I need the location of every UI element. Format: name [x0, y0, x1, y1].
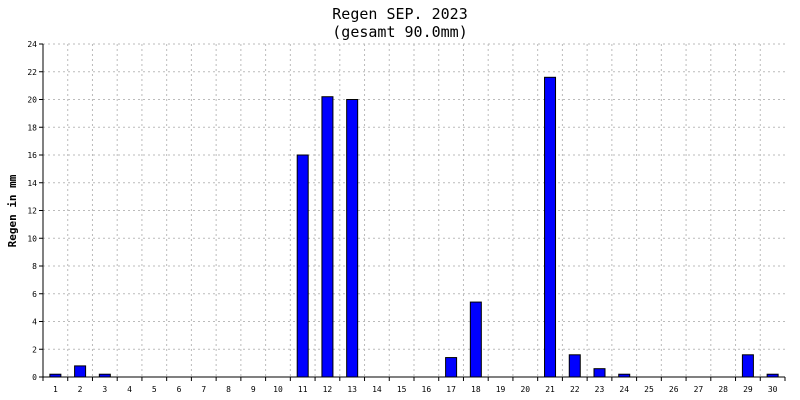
y-tick-label: 14 — [27, 179, 37, 188]
chart-subtitle: (gesamt 90.0mm) — [332, 23, 467, 41]
x-tick-label: 11 — [298, 385, 308, 394]
x-tick-label: 15 — [397, 385, 407, 394]
bar-day-11 — [296, 154, 309, 378]
x-tick-label: 6 — [177, 385, 182, 394]
x-tick-label: 8 — [226, 385, 231, 394]
bar-day-13 — [346, 99, 359, 378]
axes — [39, 43, 786, 381]
y-tick-label: 20 — [27, 96, 37, 105]
y-axis-label: Regen in mm — [6, 174, 19, 247]
bar-day-17 — [445, 357, 458, 378]
y-tick-label: 0 — [32, 373, 37, 382]
y-tick-label: 8 — [32, 262, 37, 271]
x-tick-label: 9 — [251, 385, 256, 394]
x-tick-label: 22 — [570, 385, 580, 394]
x-tick-label: 14 — [372, 385, 382, 394]
y-tick-label: 18 — [27, 123, 37, 132]
x-tick-label: 13 — [347, 385, 357, 394]
x-tick-label: 18 — [471, 385, 481, 394]
bars — [49, 76, 779, 378]
chart-title: Regen SEP. 2023 — [332, 5, 467, 23]
bar-day-22 — [568, 354, 581, 378]
x-tick-label: 20 — [520, 385, 530, 394]
y-tick-label: 16 — [27, 151, 37, 160]
y-tick-label: 22 — [27, 68, 37, 77]
bar-day-29 — [741, 354, 754, 378]
y-tick-label: 24 — [27, 40, 37, 49]
x-tick-label: 30 — [768, 385, 778, 394]
bar-day-23 — [593, 368, 606, 378]
y-tick-label: 12 — [27, 207, 37, 216]
y-tick-label: 6 — [32, 290, 37, 299]
x-tick-label: 28 — [718, 385, 728, 394]
x-tick-label: 1 — [53, 385, 58, 394]
x-tick-label: 19 — [496, 385, 506, 394]
y-tick-label: 10 — [27, 234, 37, 243]
x-tick-label: 16 — [422, 385, 432, 394]
bar-day-12 — [321, 96, 334, 378]
y-tick-label: 2 — [32, 345, 37, 354]
x-tick-label: 3 — [102, 385, 107, 394]
x-tick-label: 27 — [694, 385, 704, 394]
x-tick-labels: 1 2 3 4 5 6 7 8 9 10 11 12 13 14 15 16 17 18 19 20 21 22 23 24 2… — [53, 385, 778, 394]
x-tick-label: 17 — [446, 385, 456, 394]
x-tick-label: 2 — [78, 385, 83, 394]
bar-day-18 — [469, 301, 482, 378]
x-tick-label: 23 — [595, 385, 605, 394]
x-tick-label: 5 — [152, 385, 157, 394]
x-tick-label: 26 — [669, 385, 679, 394]
x-tick-label: 25 — [644, 385, 654, 394]
grid-lines — [43, 43, 785, 377]
x-tick-label: 29 — [743, 385, 753, 394]
y-tick-label: 4 — [32, 318, 37, 327]
x-tick-label: 24 — [619, 385, 629, 394]
x-tick-label: 4 — [127, 385, 132, 394]
x-tick-label: 7 — [201, 385, 206, 394]
bar-day-2 — [74, 365, 87, 378]
x-tick-label: 12 — [323, 385, 333, 394]
bar-day-21 — [544, 76, 557, 378]
x-tick-label: 10 — [273, 385, 283, 394]
x-tick-label: 21 — [545, 385, 555, 394]
